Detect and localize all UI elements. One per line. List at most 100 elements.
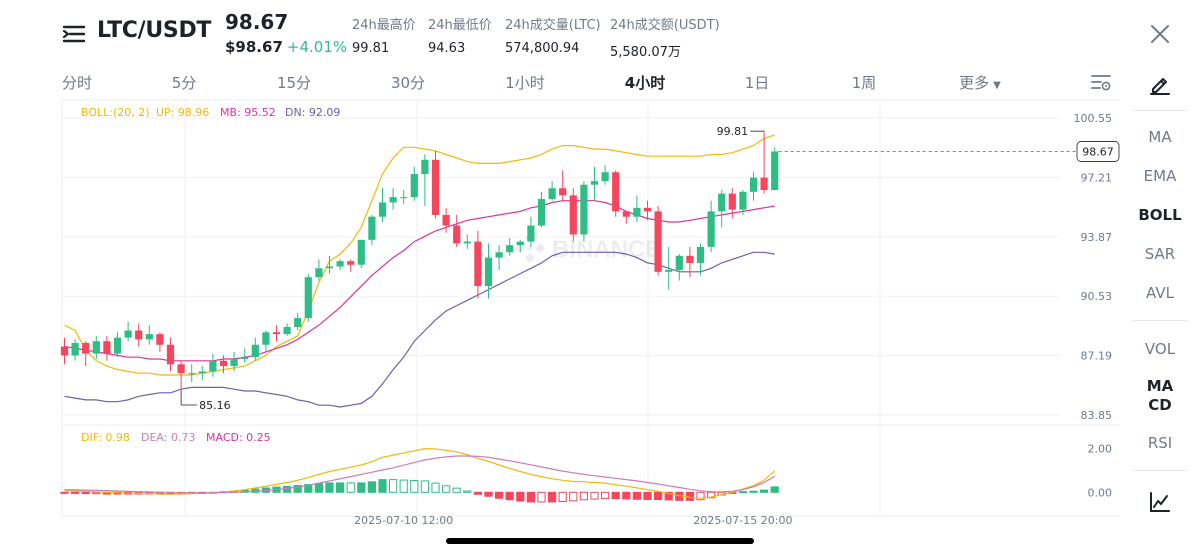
high-marker-label: 99.81 (717, 125, 749, 138)
macd-histogram-bar (643, 491, 652, 501)
candle-body (527, 225, 535, 242)
candle-body (442, 214, 450, 226)
menu-icon[interactable] (62, 22, 88, 46)
low-marker-label: 85.16 (199, 399, 231, 412)
candle-body (315, 268, 323, 278)
indicator-ma[interactable]: MA (1148, 128, 1172, 146)
current-price-tag (1076, 141, 1120, 162)
candle-body (262, 332, 270, 345)
tab-4h[interactable]: 4小时 (624, 74, 666, 92)
interval-tabs: 分时 5分 15分 30分 1小时 4小时 1日 1周 更多 ▼ (0, 68, 1130, 98)
macd-histogram-bar (357, 482, 366, 493)
candle-body (325, 266, 334, 269)
indicator-rsi[interactable]: RSI (1147, 434, 1173, 452)
candle (241, 348, 249, 363)
tab-1h[interactable]: 1小时 (505, 74, 545, 92)
indicator-boll[interactable]: BOLL (1138, 206, 1182, 224)
candle-body (230, 358, 238, 367)
sidebar-divider (1132, 470, 1188, 471)
macd-histogram-bar (92, 491, 101, 495)
candle-body (686, 255, 694, 263)
tab-30m[interactable]: 30分 (390, 74, 426, 92)
macd-histogram-bar (632, 491, 641, 500)
candle (113, 332, 122, 358)
candle-body (516, 241, 524, 246)
candle-body (590, 181, 599, 185)
candle (145, 325, 153, 345)
candle (156, 332, 164, 352)
candle (219, 355, 228, 374)
macd-panel (60, 447, 779, 503)
draw-pen-icon[interactable] (1148, 72, 1172, 96)
candle-body (294, 318, 302, 327)
macd-histogram-bar (346, 482, 355, 493)
candle-body (654, 211, 662, 272)
candle (368, 214, 376, 246)
macd-legend-dea: DEA: 0.73 (141, 431, 195, 444)
stat-value: 94.63 (428, 41, 466, 56)
tab-more-label: 更多 (959, 74, 990, 92)
tab-1d[interactable]: 1日 (744, 74, 770, 92)
indicator-sar[interactable]: SAR (1144, 245, 1176, 263)
candle-body (495, 252, 503, 258)
candle-body (580, 184, 588, 235)
macd-histogram-bar (611, 491, 620, 500)
candle (251, 337, 259, 361)
macd-histogram-bar (558, 491, 567, 502)
kline-chart[interactable]: BINANCE 99.81 85.16 98.67 100.55 97.21 93.87… (0, 0, 1130, 530)
candle-body (643, 207, 652, 212)
macd-histogram-bar (304, 483, 313, 493)
macd-histogram-bar (378, 479, 387, 493)
indicator-ema[interactable]: EMA (1143, 167, 1177, 185)
macd-histogram-bar (590, 491, 599, 500)
sidebar-divider (1132, 320, 1188, 321)
tab-5m[interactable]: 5分 (171, 74, 197, 92)
indicator-avl[interactable]: AVL (1146, 284, 1174, 302)
candle-body (60, 346, 69, 356)
candle-body (474, 241, 482, 287)
macd-histogram-bar (569, 491, 578, 502)
macd-histogram-bar (548, 491, 557, 503)
macd-histogram-bar (537, 491, 546, 503)
macd-histogram-bar (410, 480, 419, 493)
candle-body (506, 245, 514, 253)
tab-more[interactable]: 更多 ▼ (959, 72, 1001, 93)
macd-histogram-bar (399, 479, 408, 493)
chart-settings-icon[interactable] (1090, 72, 1112, 92)
stat-value: 5,580.07万 (610, 45, 681, 60)
indicator-vol[interactable]: VOL (1144, 340, 1176, 358)
tab-1w[interactable]: 1周 (851, 74, 877, 92)
home-indicator[interactable] (446, 538, 754, 544)
tab-15m[interactable]: 15分 (276, 74, 312, 92)
macd-histogram-bar (473, 491, 482, 495)
macd-histogram-bar (484, 491, 493, 497)
candle-body (739, 191, 747, 210)
candle (548, 181, 556, 201)
candle (739, 190, 747, 215)
indicator-macd[interactable]: MACD (1146, 377, 1174, 414)
pair-title[interactable]: LTC/USDT (97, 18, 212, 43)
boll-legend-mb: MB: 95.52 (220, 106, 276, 119)
close-icon[interactable] (1148, 22, 1172, 46)
tab-time-sharing[interactable]: 分时 (61, 74, 93, 92)
chart-grid (61, 99, 1120, 517)
candle (442, 207, 450, 233)
candle-body (209, 360, 217, 372)
chart-trend-icon[interactable] (1148, 490, 1172, 514)
candle-body (389, 197, 397, 203)
candle (527, 216, 535, 247)
candle (686, 246, 694, 278)
candle (410, 166, 418, 201)
candle-body (124, 330, 132, 338)
macd-tick-label: 0.00 (1088, 486, 1113, 499)
macd-histogram-bar (314, 483, 323, 493)
binance-watermark: BINANCE (515, 233, 661, 263)
candle-body (357, 239, 365, 265)
candle (421, 154, 429, 207)
macd-histogram-bar (71, 491, 80, 494)
current-price-label: 98.67 (1082, 145, 1114, 158)
price-axis: 100.55 97.21 93.87 90.53 87.19 83.85 2.00 0.00 2… (354, 112, 1112, 527)
candle (230, 351, 238, 372)
candle-body (749, 177, 758, 192)
macd-histogram-bar (389, 479, 398, 493)
